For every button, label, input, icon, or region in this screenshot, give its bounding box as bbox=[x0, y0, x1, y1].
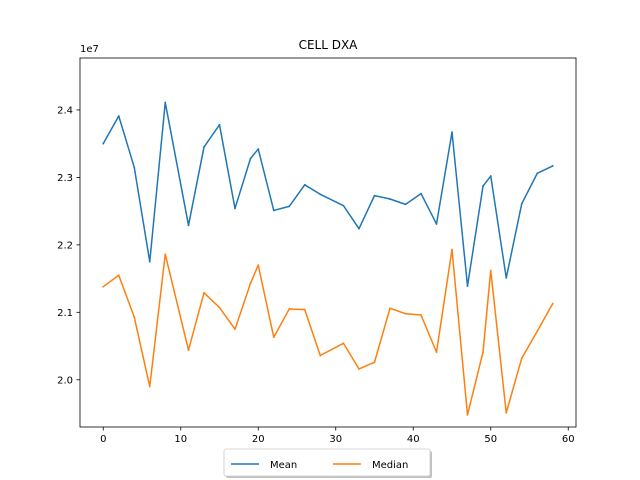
data-point-mean bbox=[505, 277, 508, 279]
data-point-mean bbox=[466, 285, 469, 287]
data-point-median bbox=[272, 336, 275, 339]
data-point-mean bbox=[203, 146, 205, 148]
data-point-median bbox=[389, 307, 391, 310]
x-tick-label: 10 bbox=[174, 434, 187, 445]
data-point-mean bbox=[520, 202, 523, 205]
data-point-median bbox=[303, 308, 306, 311]
data-point-mean bbox=[133, 166, 136, 169]
data-point-mean bbox=[482, 185, 484, 188]
data-point-median bbox=[218, 306, 221, 309]
data-point-median bbox=[319, 354, 322, 357]
data-point-mean bbox=[257, 148, 260, 150]
data-point-mean bbox=[102, 142, 105, 145]
data-point-mean bbox=[117, 115, 120, 117]
y-tick-label: 2.1 bbox=[57, 308, 73, 319]
data-point-mean bbox=[272, 209, 275, 212]
x-tick-label: 50 bbox=[484, 434, 497, 445]
chart-title: CELL DXA bbox=[299, 38, 359, 52]
plot-frame bbox=[79, 57, 577, 428]
data-point-median bbox=[520, 357, 523, 360]
legend: Mean Median bbox=[223, 448, 432, 478]
data-point-median bbox=[451, 248, 453, 251]
y-axis: 2.0 2.1 2.2 2.3 2.4 bbox=[57, 105, 80, 386]
data-point-median bbox=[373, 361, 376, 364]
data-point-mean bbox=[249, 157, 252, 160]
y-tick-label: 2.4 bbox=[57, 105, 73, 116]
x-tick-label: 30 bbox=[329, 434, 342, 445]
data-point-median bbox=[187, 349, 190, 351]
data-point-median bbox=[234, 328, 236, 331]
data-point-mean bbox=[358, 227, 360, 230]
data-point-median bbox=[133, 316, 136, 318]
data-point-mean bbox=[451, 131, 453, 134]
y-offset-label: 1e7 bbox=[80, 44, 99, 55]
data-point-median bbox=[482, 351, 484, 354]
y-tick-label: 2.3 bbox=[57, 173, 73, 184]
y-tick-label: 2.0 bbox=[57, 375, 73, 386]
data-point-median bbox=[148, 385, 151, 388]
legend-label-mean: Mean bbox=[270, 460, 297, 471]
data-point-median bbox=[288, 308, 291, 310]
series-line-mean bbox=[102, 101, 554, 287]
data-point-mean bbox=[536, 172, 539, 175]
data-point-mean bbox=[373, 194, 376, 197]
data-point-mean bbox=[303, 183, 306, 186]
x-tick-label: 0 bbox=[100, 434, 106, 445]
data-point-mean bbox=[234, 207, 236, 210]
data-point-median bbox=[551, 302, 554, 305]
x-axis: 0 10 20 30 40 50 60 bbox=[100, 427, 575, 445]
data-point-mean bbox=[404, 203, 407, 206]
data-point-median bbox=[420, 314, 422, 316]
data-point-mean bbox=[435, 223, 438, 225]
x-tick-label: 60 bbox=[562, 434, 575, 445]
data-point-median bbox=[117, 274, 120, 277]
data-point-median bbox=[164, 253, 167, 256]
legend-box bbox=[223, 448, 431, 477]
data-point-median bbox=[257, 264, 260, 266]
data-point-median bbox=[505, 411, 508, 414]
data-point-median bbox=[466, 413, 469, 416]
data-point-median bbox=[489, 269, 492, 272]
data-point-mean bbox=[218, 123, 221, 126]
data-point-median bbox=[404, 312, 407, 315]
data-point-mean bbox=[389, 198, 391, 200]
data-point-mean bbox=[187, 224, 190, 227]
series-line-median bbox=[102, 248, 554, 416]
x-tick-label: 40 bbox=[407, 434, 420, 445]
series-layer bbox=[102, 101, 554, 416]
data-point-mean bbox=[489, 175, 492, 177]
data-point-mean bbox=[148, 260, 151, 263]
x-tick-label: 20 bbox=[252, 434, 265, 445]
legend-label-median: Median bbox=[372, 460, 408, 471]
data-point-mean bbox=[420, 192, 422, 195]
y-tick-label: 2.2 bbox=[57, 240, 73, 251]
data-point-mean bbox=[164, 101, 167, 104]
data-point-median bbox=[249, 282, 252, 285]
data-point-median bbox=[536, 330, 539, 333]
data-point-mean bbox=[342, 204, 345, 207]
data-point-median bbox=[102, 285, 105, 288]
data-point-mean bbox=[288, 205, 291, 208]
data-point-median bbox=[342, 342, 345, 345]
data-point-median bbox=[435, 351, 438, 354]
data-point-mean bbox=[319, 193, 322, 196]
data-point-median bbox=[358, 368, 360, 370]
data-point-median bbox=[203, 291, 205, 294]
data-point-mean bbox=[551, 165, 554, 167]
